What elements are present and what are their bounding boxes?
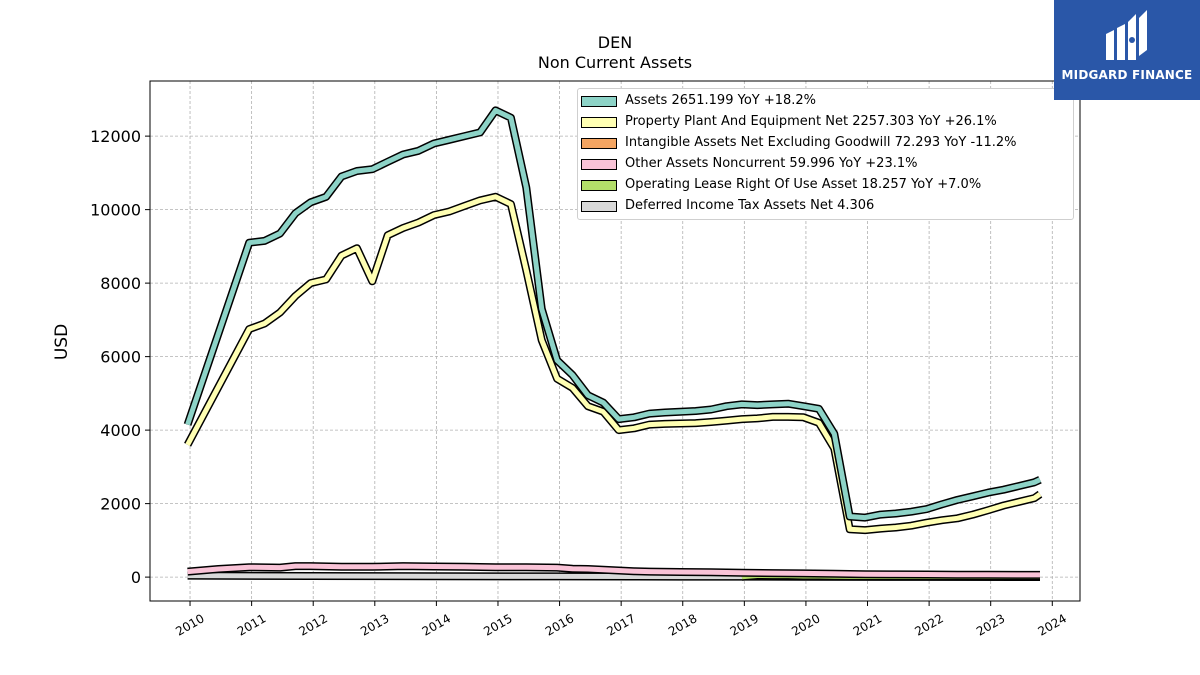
legend-swatch bbox=[581, 159, 617, 170]
x-tick-label: 2024 bbox=[1036, 611, 1069, 638]
y-tick-label: 12000 bbox=[90, 127, 141, 146]
chart-title: DEN bbox=[597, 33, 633, 52]
y-tick-label: 8000 bbox=[100, 274, 141, 293]
legend-label: Operating Lease Right Of Use Asset 18.25… bbox=[625, 177, 982, 192]
other-assets-noncurrent-line bbox=[187, 563, 1040, 578]
brand-logo: MIDGARD FINANCE bbox=[1054, 0, 1200, 100]
brand-name: MIDGARD FINANCE bbox=[1061, 68, 1193, 82]
property-plant-and-equipment-net-outline bbox=[184, 192, 1043, 535]
x-tick-label: 2022 bbox=[912, 611, 945, 638]
legend-label: Other Assets Noncurrent 59.996 YoY +23.1… bbox=[625, 156, 918, 171]
legend-swatch bbox=[581, 96, 617, 107]
legend-swatch bbox=[581, 138, 617, 149]
legend-label: Property Plant And Equipment Net 2257.30… bbox=[625, 114, 997, 129]
x-tick-label: 2010 bbox=[173, 611, 206, 638]
property-plant-and-equipment-net-line bbox=[185, 194, 1042, 533]
assets-line bbox=[185, 107, 1042, 521]
x-tick-label: 2017 bbox=[604, 611, 637, 638]
m-logo-icon bbox=[1106, 10, 1147, 60]
series-lines bbox=[183, 106, 1043, 581]
x-tick-label: 2018 bbox=[666, 611, 699, 638]
x-tick-label: 2011 bbox=[235, 611, 268, 638]
x-tick-label: 2014 bbox=[420, 611, 453, 638]
legend-swatch bbox=[581, 180, 617, 191]
legend-label: Intangible Assets Net Excluding Goodwill… bbox=[625, 135, 1017, 150]
x-tick-label: 2016 bbox=[543, 611, 576, 638]
x-tick-label: 2015 bbox=[481, 611, 514, 638]
legend: Assets 2651.199 YoY +18.2% Property Plant… bbox=[577, 88, 1074, 220]
x-tick-label: 2019 bbox=[728, 611, 761, 638]
y-axis-label: USD bbox=[52, 323, 72, 361]
x-tick-label: 2021 bbox=[851, 611, 884, 638]
y-tick-label: 0 bbox=[131, 568, 141, 587]
y-tick-label: 4000 bbox=[100, 421, 141, 440]
legend-swatch bbox=[581, 201, 617, 212]
x-tick-label: 2012 bbox=[296, 611, 329, 638]
y-tick-label: 6000 bbox=[100, 348, 141, 367]
legend-label: Assets 2651.199 YoY +18.2% bbox=[625, 93, 817, 108]
plot-frame bbox=[149, 80, 1081, 602]
y-tick-label: 10000 bbox=[90, 201, 141, 220]
x-tick-label: 2023 bbox=[974, 611, 1007, 638]
x-tick-label: 2020 bbox=[789, 611, 822, 638]
legend-swatch bbox=[581, 117, 617, 128]
x-tick-label: 2013 bbox=[358, 611, 391, 638]
chart-subtitle: Non Current Assets bbox=[537, 53, 693, 72]
legend-label: Deferred Income Tax Assets Net 4.306 bbox=[625, 198, 875, 213]
y-tick-label: 2000 bbox=[100, 495, 141, 514]
